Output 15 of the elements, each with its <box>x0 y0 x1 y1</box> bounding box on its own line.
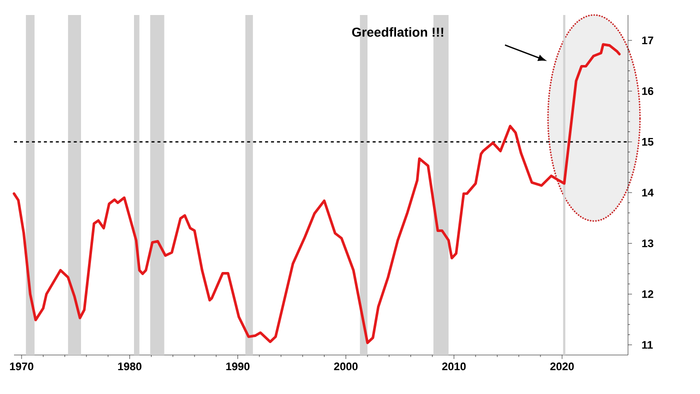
x-tick-label: 2010 <box>442 362 466 370</box>
x-tick-label: 1970 <box>10 362 34 370</box>
line-series <box>12 43 621 344</box>
x-tick-label: 2000 <box>334 362 358 370</box>
y-tick-label: 12 <box>642 290 654 298</box>
y-tick-label: 11 <box>642 341 653 349</box>
x-tick-label: 1980 <box>118 362 142 370</box>
annotation: Greedflation !!! <box>352 27 444 37</box>
x-tick-label: 2020 <box>550 362 574 370</box>
y-tick-label: 14 <box>642 188 654 196</box>
y-tick-label: 16 <box>642 87 654 96</box>
y-tick-label: 17 <box>642 36 654 44</box>
y-tick-label: 13 <box>642 239 654 248</box>
y-tick-label: 15 <box>642 138 654 146</box>
x-tick-label: 1990 <box>226 362 250 370</box>
